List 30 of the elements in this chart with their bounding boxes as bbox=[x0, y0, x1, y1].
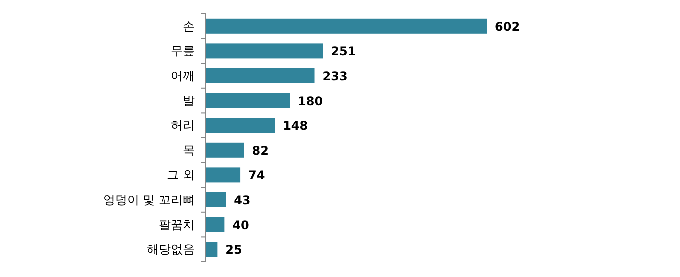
y-tick-label: 목 bbox=[183, 143, 195, 158]
bar bbox=[206, 44, 324, 59]
y-tick-label: 손 bbox=[183, 19, 195, 34]
data-label: 82 bbox=[252, 144, 269, 158]
data-label: 180 bbox=[298, 94, 324, 108]
bar bbox=[206, 192, 226, 208]
bar bbox=[206, 93, 290, 108]
data-label: 40 bbox=[232, 218, 250, 232]
y-tick-label: 팔꿈치 bbox=[159, 218, 195, 232]
bar bbox=[206, 68, 315, 84]
y-tick-label: 해당없음 bbox=[147, 242, 195, 257]
y-tick-label: 허리 bbox=[171, 118, 195, 133]
y-tick-label: 무릎 bbox=[171, 44, 195, 58]
bar bbox=[206, 118, 276, 134]
data-label: 251 bbox=[331, 44, 356, 59]
y-tick-label: 엉덩이 및 꼬리뼈 bbox=[103, 193, 195, 207]
bar bbox=[206, 18, 487, 34]
y-tick-label: 그 외 bbox=[167, 168, 195, 182]
bar bbox=[206, 217, 225, 232]
data-label: 602 bbox=[495, 20, 520, 34]
bar bbox=[206, 142, 244, 158]
data-label: 233 bbox=[322, 70, 348, 84]
y-tick-label: 발 bbox=[183, 94, 195, 108]
data-label: 148 bbox=[283, 119, 308, 134]
data-label: 43 bbox=[234, 194, 251, 208]
data-label: 25 bbox=[226, 243, 242, 258]
y-tick-label: 어깨 bbox=[171, 69, 195, 83]
bar bbox=[206, 168, 241, 183]
bar bbox=[206, 242, 218, 258]
data-label: 74 bbox=[248, 168, 266, 183]
